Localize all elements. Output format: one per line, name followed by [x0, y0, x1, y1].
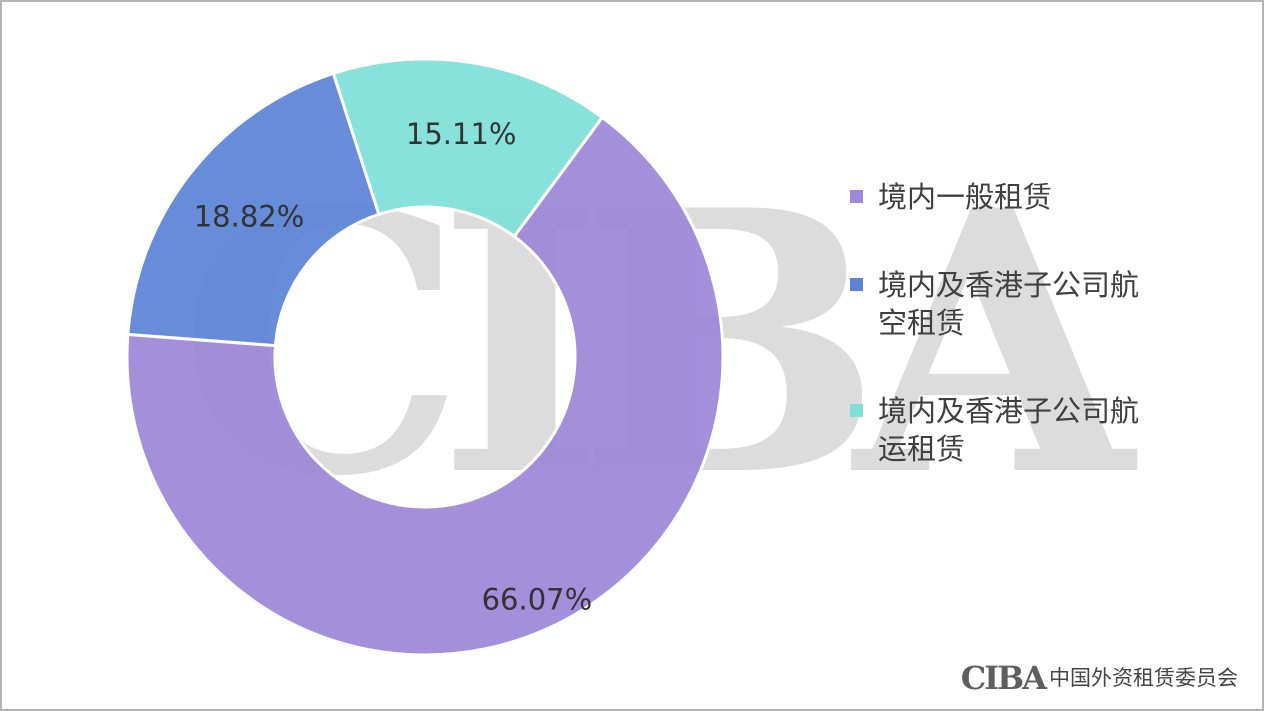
footer-branding: CIBA 中国外资租赁委员会 [961, 661, 1238, 695]
chart-legend: 境内一般租赁 境内及香港子公司航空租赁 境内及香港子公司航运租赁 [850, 178, 1180, 468]
slice-shipping-leasing [331, 57, 605, 239]
data-label: 15.11% [406, 117, 517, 151]
legend-label: 境内一般租赁 [878, 180, 1053, 214]
legend-item-aviation-leasing: 境内及香港子公司航空租赁 [850, 266, 1180, 342]
organization-name: 中国外资租赁委员会 [1049, 666, 1238, 690]
data-label: 18.82% [194, 199, 305, 233]
data-label: 66.07% [482, 583, 593, 617]
ciba-logo: CIBA [960, 659, 1047, 697]
legend-swatch [850, 404, 863, 417]
slice-aviation-leasing [126, 71, 381, 348]
legend-label: 境内及香港子公司航空租赁 [878, 268, 1140, 340]
legend-swatch [850, 190, 863, 203]
legend-item-shipping-leasing: 境内及香港子公司航运租赁 [850, 392, 1180, 468]
legend-swatch [850, 278, 863, 291]
legend-item-general-leasing: 境内一般租赁 [850, 178, 1180, 216]
legend-label: 境内及香港子公司航运租赁 [878, 394, 1140, 466]
slice-general-leasing [125, 115, 725, 657]
